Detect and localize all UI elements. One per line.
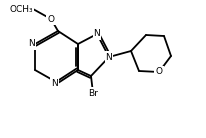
Text: N: N: [28, 39, 35, 48]
Text: O: O: [156, 67, 163, 76]
Text: N: N: [106, 52, 112, 62]
Text: N: N: [94, 30, 100, 39]
Text: O: O: [48, 14, 55, 23]
Text: OCH₃: OCH₃: [9, 5, 33, 14]
Text: N: N: [51, 79, 58, 87]
Text: Br: Br: [88, 88, 98, 98]
